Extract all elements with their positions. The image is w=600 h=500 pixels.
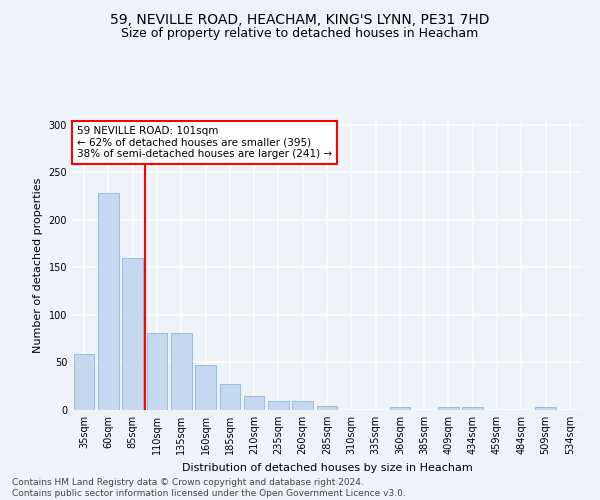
Bar [268,402,289,410]
Text: 59, NEVILLE ROAD, HEACHAM, KING'S LYNN, PE31 7HD: 59, NEVILLE ROAD, HEACHAM, KING'S LYNN, … [110,12,490,26]
Bar [244,396,265,410]
Bar [389,407,410,410]
Text: Contains HM Land Registry data © Crown copyright and database right 2024.
Contai: Contains HM Land Registry data © Crown c… [12,478,406,498]
Bar [292,402,313,410]
Bar [98,193,119,410]
Bar [463,407,483,410]
Bar [317,406,337,410]
Bar [195,366,216,410]
Bar [535,407,556,410]
X-axis label: Distribution of detached houses by size in Heacham: Distribution of detached houses by size … [182,462,472,472]
Bar [171,333,191,410]
Bar [220,384,240,410]
Bar [74,354,94,410]
Bar [122,258,143,410]
Text: 59 NEVILLE ROAD: 101sqm
← 62% of detached houses are smaller (395)
38% of semi-d: 59 NEVILLE ROAD: 101sqm ← 62% of detache… [77,126,332,159]
Bar [438,407,459,410]
Y-axis label: Number of detached properties: Number of detached properties [33,178,43,352]
Text: Size of property relative to detached houses in Heacham: Size of property relative to detached ho… [121,28,479,40]
Bar [146,333,167,410]
